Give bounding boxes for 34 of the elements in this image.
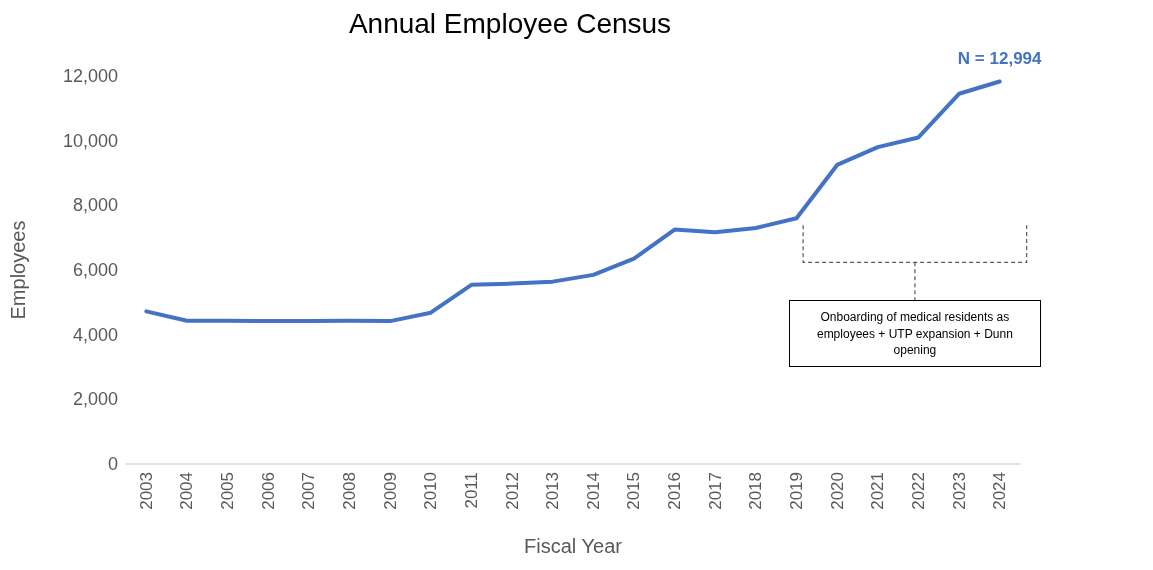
annotation: N = 12,994	[957, 49, 1043, 69]
x-tick-label: 2012	[502, 472, 522, 510]
x-tick-label: 2020	[827, 472, 847, 510]
x-tick-label: 2003	[136, 472, 156, 510]
note-box: Onboarding of medical residents as employees + UTP expansion + Dunn opening	[788, 300, 1041, 367]
x-tick-label: 2015	[624, 472, 644, 510]
x-axis-title: Fiscal Year	[524, 535, 623, 557]
y-tick-label: 10,000	[62, 130, 118, 151]
x-tick-label: 2023	[949, 472, 969, 510]
x-tick-label: 2009	[380, 472, 400, 510]
y-tick-label: 6,000	[72, 260, 118, 280]
y-tick-label: 0	[107, 454, 118, 474]
x-tick-label: 2024	[990, 472, 1010, 510]
y-tick-label: 8,000	[72, 195, 118, 216]
x-tick-label: 2022	[908, 472, 928, 510]
y-tick-label: 4,000	[72, 324, 118, 345]
x-tick-label: 2021	[868, 472, 888, 510]
x-tick-label: 2017	[705, 472, 725, 510]
y-tick-label: 2,000	[72, 389, 118, 410]
x-tick-label: 2013	[543, 472, 563, 510]
x-tick-label: 2004	[177, 472, 197, 510]
x-tick-label: 2014	[583, 472, 603, 510]
x-tick-label: 2008	[340, 472, 359, 510]
x-tick-label: 2010	[421, 472, 441, 510]
x-tick-label: 2016	[665, 472, 685, 510]
chart-title: Annual Employee Census	[348, 7, 672, 39]
x-tick-label: 2005	[218, 472, 238, 510]
y-tick-label: 12,000	[62, 66, 118, 86]
x-tick-label: 2018	[746, 472, 766, 510]
x-tick-label: 2019	[787, 472, 806, 510]
x-tick-label: 2011	[461, 472, 481, 509]
x-tick-label: 2006	[258, 472, 278, 510]
x-tick-label: 2007	[299, 472, 319, 510]
y-axis-title: Employees	[7, 220, 29, 320]
